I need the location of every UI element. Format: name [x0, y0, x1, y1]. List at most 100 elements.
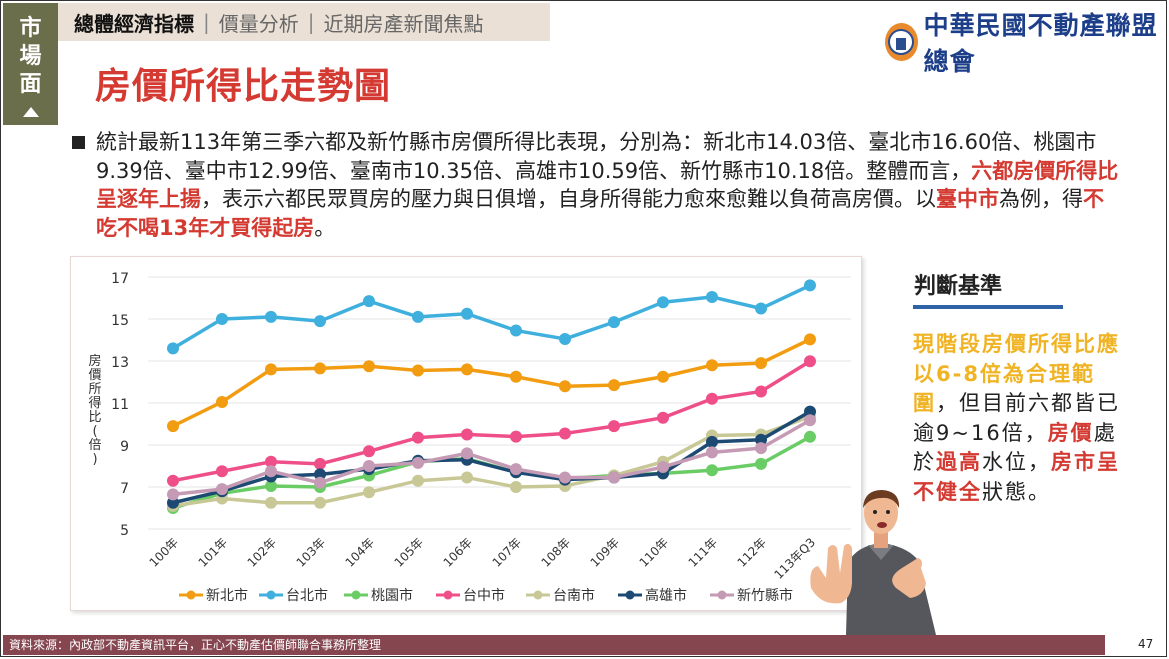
- top-navigation: 總體經濟指標 | 價量分析 | 近期房產新聞焦點: [58, 3, 550, 41]
- data-point: [461, 447, 473, 460]
- judgment-title: 判斷基準: [914, 274, 1003, 299]
- summary-bullet: 統計最新113年第三季六都及新竹縣市房價所得比表現，分別為：新北市14.03倍、…: [72, 128, 1122, 242]
- x-tick-label: 106年: [441, 535, 476, 570]
- legend-marker: [266, 590, 276, 600]
- y-axis-label-char: (: [92, 424, 97, 439]
- y-tick-label: 9: [120, 439, 129, 455]
- legend-label: 桃園市: [371, 587, 413, 604]
- data-point: [804, 414, 816, 427]
- legend-marker: [533, 590, 543, 600]
- tab-separator: |: [203, 10, 210, 34]
- x-tick-label: 107年: [490, 535, 525, 570]
- chart-panel: 5 7 9 11 13 15 17 房價所得比(倍) 100年 101年 102年 103年 104年 1…: [70, 256, 862, 611]
- data-point: [167, 474, 179, 487]
- y-tick-label: 11: [111, 397, 129, 413]
- data-point: [167, 496, 179, 509]
- side-tab-char: 場: [19, 44, 42, 69]
- data-point: [265, 363, 277, 376]
- data-point: [216, 313, 228, 325]
- highlight-text: 房市呈不健全: [913, 450, 1120, 504]
- data-point: [559, 427, 571, 440]
- y-tick-label: 5: [120, 523, 129, 539]
- data-point: [363, 460, 375, 472]
- y-tick-label: 17: [111, 271, 129, 287]
- data-point: [608, 471, 620, 484]
- line-chart: 5 7 9 11 13 15 17 房價所得比(倍) 100年 101年 102年 103年 104年 1…: [88, 271, 851, 604]
- data-point: [167, 342, 179, 355]
- data-point: [412, 364, 424, 377]
- title-underline: [913, 305, 1063, 309]
- data-point: [314, 468, 326, 481]
- triangle-up-icon: [22, 107, 39, 117]
- text-run: 狀態。: [982, 479, 1051, 504]
- side-tab-char: 市: [19, 16, 42, 41]
- highlight-text: 房價: [1047, 420, 1094, 445]
- tab-separator: |: [307, 10, 315, 34]
- tab-housing-news[interactable]: 近期房產新聞焦點: [323, 11, 484, 36]
- data-point: [363, 486, 375, 499]
- legend-label: 高雄市: [645, 587, 687, 604]
- x-tick-label: 111年: [686, 535, 721, 570]
- x-tick-label: 108年: [539, 535, 574, 570]
- summary-text: 統計最新113年第三季六都及新竹縣市房價所得比表現，分別為：新北市14.03倍、…: [96, 128, 1122, 242]
- data-point: [657, 370, 669, 383]
- data-point: [265, 465, 277, 478]
- data-point: [363, 445, 375, 458]
- section-side-tab[interactable]: 市 場 面: [3, 3, 58, 125]
- series-line: [172, 415, 811, 508]
- text-run: ，但目前六都皆已逾9~16倍，: [913, 391, 1120, 445]
- legend-label: 台北市: [286, 587, 328, 604]
- legend-marker: [625, 590, 635, 600]
- organization-logo: 中華民國不動產聯盟總會: [885, 6, 1169, 78]
- text-run: 統計最新113年第三季六都及新竹縣市房價所得比表現，分別為：新北市14.03倍、…: [96, 130, 1097, 183]
- data-point: [363, 295, 375, 308]
- data-point: [559, 332, 571, 345]
- data-point: [559, 380, 571, 393]
- legend-marker: [351, 590, 361, 600]
- x-tick-label: 100年: [147, 535, 182, 570]
- series-line: [172, 359, 811, 483]
- page-number: 47: [1138, 637, 1154, 651]
- data-point: [412, 431, 424, 444]
- data-point: [461, 428, 473, 441]
- logo-text: 中華民國不動產聯盟總會: [923, 11, 1158, 76]
- data-point: [167, 420, 179, 433]
- legend-marker: [186, 590, 196, 600]
- highlight-text: 不吃不喝13年才買得起房: [96, 187, 1104, 240]
- legend-label: 新北市: [206, 587, 248, 604]
- y-axis-label-char: 得: [88, 395, 101, 411]
- highlight-text: 六都房價所得比呈逐年上揚: [96, 158, 1119, 212]
- legend-label: 台中市: [463, 587, 505, 604]
- data-point: [755, 457, 767, 470]
- y-tick-label: 7: [120, 481, 129, 497]
- data-point: [216, 483, 228, 496]
- y-axis-label-char: 倍: [88, 438, 101, 453]
- tab-price-volume[interactable]: 價量分析: [218, 11, 299, 36]
- tab-macro-indicators[interactable]: 總體經濟指標: [74, 11, 194, 36]
- text-run: 。: [314, 215, 336, 240]
- square-bullet-icon: [72, 136, 85, 149]
- legend-marker: [717, 590, 727, 600]
- highlight-text: 現階段房價所得比應以6-8倍為合理範圍: [913, 332, 1120, 415]
- y-axis-label-char: 房: [88, 353, 101, 369]
- data-point: [510, 481, 522, 493]
- data-point: [314, 315, 326, 328]
- x-tick-label: 104年: [343, 535, 378, 570]
- text-run: 處於: [913, 420, 1117, 475]
- data-point: [657, 461, 669, 474]
- data-point: [755, 433, 767, 446]
- data-point: [510, 370, 522, 383]
- data-point: [706, 290, 718, 303]
- page-title: 房價所得比走勢圖: [95, 66, 392, 107]
- data-point: [265, 455, 277, 468]
- text-run: 水位，: [982, 450, 1051, 474]
- data-point: [706, 446, 718, 459]
- data-point: [804, 355, 816, 368]
- data-point: [265, 479, 277, 492]
- data-point: [608, 379, 620, 392]
- data-point: [804, 430, 816, 443]
- logo-emblem-icon: [885, 23, 918, 61]
- judgment-text: 現階段房價所得比應以6-8倍為合理範圍，但目前六都皆已逾9~16倍，房價處於過高…: [913, 330, 1128, 507]
- text-run: 為例，得: [999, 187, 1083, 211]
